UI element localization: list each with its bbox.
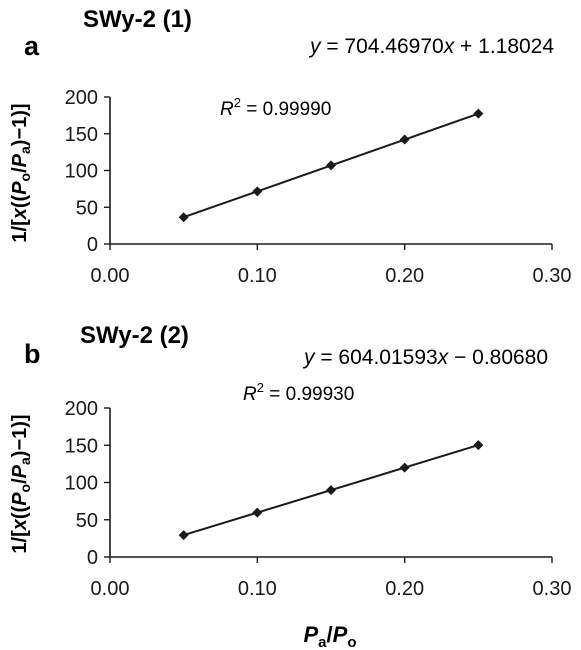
x-tick-label: 0.30: [533, 265, 572, 287]
panel-b-axes: [109, 408, 552, 558]
x-tick-label: 0.00: [91, 265, 130, 287]
data-point: [473, 440, 484, 451]
x-tick-label: 0.20: [385, 265, 424, 287]
x-tick-label: 0.10: [238, 578, 277, 600]
panel-a-letter: a: [24, 31, 40, 61]
panel-a-y-ticks: 0 50 100 150 200: [65, 87, 110, 256]
y-tick-label: 100: [65, 473, 98, 495]
x-tick-label: 0.30: [533, 578, 572, 600]
y-tick-label: 50: [76, 510, 98, 532]
y-tick-label: 50: [76, 197, 98, 219]
panel-a-x-ticks: 0.00 0.10 0.20 0.30: [91, 244, 572, 287]
panel-b-letter: b: [24, 339, 41, 369]
data-point: [326, 160, 336, 171]
data-point: [252, 507, 263, 518]
panel-a-equation: y = 704.46970x + 1.18024: [308, 35, 554, 58]
panel-b: b SWy-2 (2) y = 604.01593x − 0.80680 R2 …: [9, 322, 571, 650]
panel-b-x-ticks: 0.00 0.10 0.20 0.30: [91, 557, 572, 600]
data-point: [399, 462, 410, 473]
x-axis-label: Pa/Po: [303, 622, 356, 650]
y-tick-label: 100: [65, 161, 98, 183]
x-tick-label: 0.20: [385, 578, 424, 600]
panel-b-r-squared: R2 = 0.99930: [243, 380, 354, 405]
panel-b-title: SWy-2 (2): [80, 322, 189, 349]
x-tick-label: 0.10: [238, 265, 277, 287]
y-tick-label: 150: [65, 124, 98, 146]
panel-a-title: SWy-2 (1): [83, 6, 192, 33]
y-tick-label: 0: [87, 234, 98, 256]
data-point: [326, 485, 336, 496]
panel-a-y-axis-label: 1/[x((Po/Pa)−1)]: [9, 103, 33, 242]
panel-a-r-squared: R2 = 0.99990: [220, 95, 331, 120]
panel-b-y-axis-label: 1/[x((Po/Pa)−1)]: [9, 414, 33, 553]
x-tick-label: 0.00: [91, 578, 130, 600]
y-tick-label: 200: [65, 398, 98, 420]
data-point: [178, 212, 189, 223]
panel-b-equation: y = 604.01593x − 0.80680: [302, 346, 548, 369]
data-point: [473, 108, 484, 119]
data-point: [399, 134, 410, 145]
y-tick-label: 0: [87, 547, 98, 569]
data-point: [178, 530, 189, 541]
panel-b-points: [178, 440, 484, 541]
panel-b-y-ticks: 0 50 100 150 200: [65, 398, 110, 569]
panel-a: a SWy-2 (1) y = 704.46970x + 1.18024 R2 …: [9, 6, 571, 287]
panel-a-points: [178, 108, 484, 223]
y-tick-label: 150: [65, 435, 98, 457]
data-point: [252, 186, 263, 197]
y-tick-label: 200: [65, 87, 98, 109]
